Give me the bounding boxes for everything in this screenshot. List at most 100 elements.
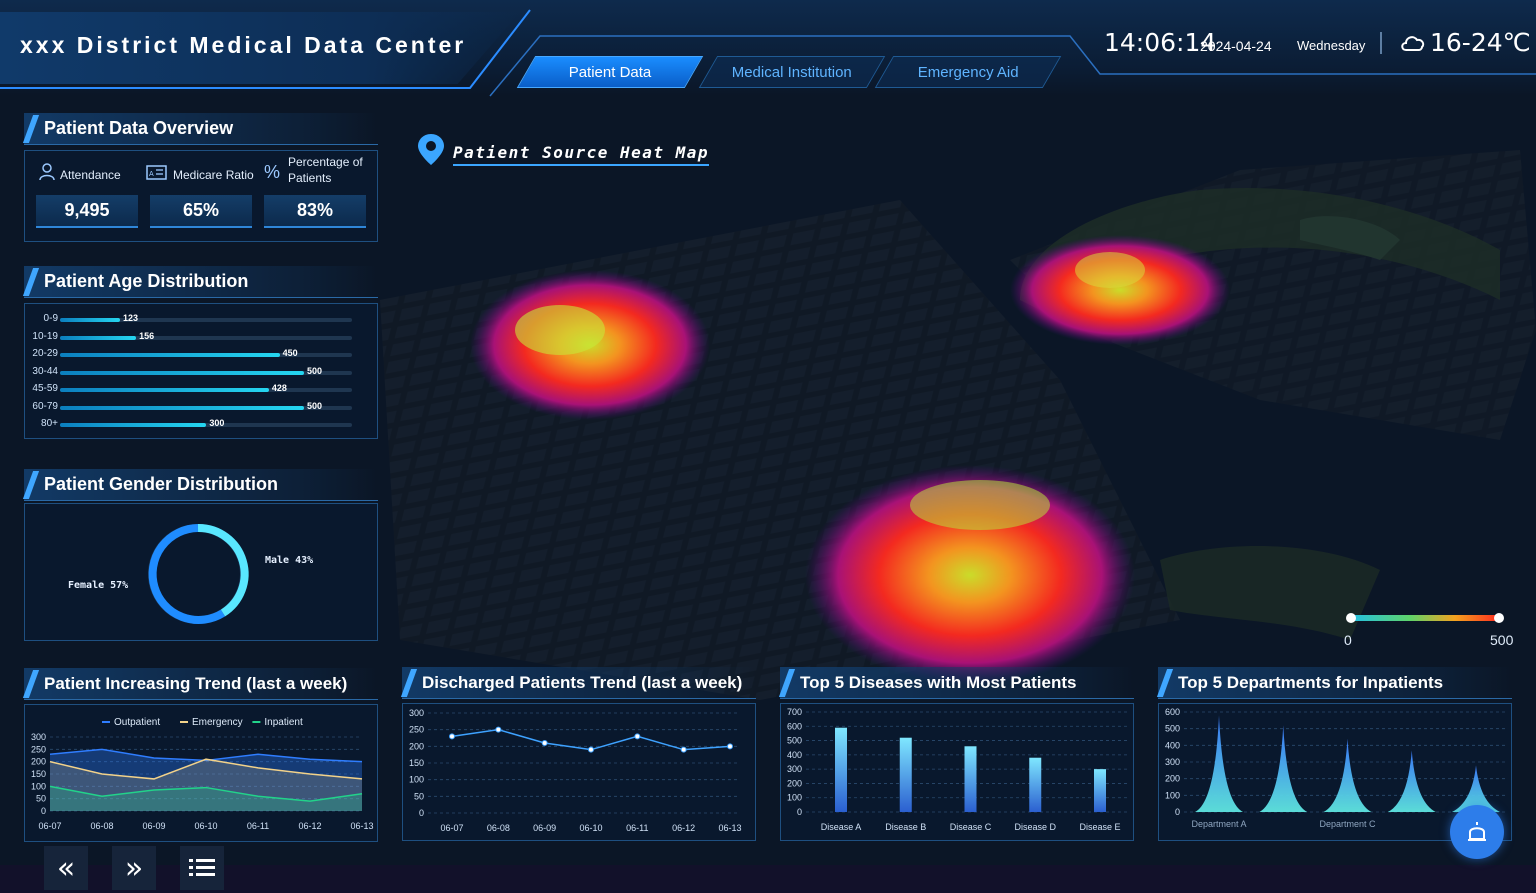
age-label: 30-44 xyxy=(32,365,58,377)
male-label: Male 43% xyxy=(265,555,314,566)
departments-chart[interactable]: 0 100 200 300 400 500 600 Department A Departmen… xyxy=(1158,703,1512,841)
tab-emergency-aid[interactable]: Emergency Aid xyxy=(874,56,1062,88)
age-bar xyxy=(60,388,269,392)
x-tick-label: 06-08 xyxy=(487,823,510,833)
double-chevron-right-icon[interactable]: » xyxy=(112,846,156,890)
age-row: 80+ 300 xyxy=(24,418,364,432)
age-bar xyxy=(60,405,304,410)
stat-label-percentage: Percentage of Patients xyxy=(288,155,363,185)
stat-value-medicare: 65% xyxy=(150,195,252,228)
y-tick-label: 300 xyxy=(1165,757,1180,767)
x-tick-label: 06-11 xyxy=(626,823,648,833)
age-bar-track xyxy=(60,405,352,410)
map-title: Patient Source Heat Map xyxy=(453,143,710,166)
x-tick-label: 06-07 xyxy=(440,823,463,833)
x-tick-label: 06-10 xyxy=(194,821,217,831)
overview-title: Patient Data Overview xyxy=(24,113,378,145)
clock: 14:06:14 xyxy=(1104,28,1217,57)
age-row: 0-9 123 xyxy=(24,313,364,327)
age-bar-track xyxy=(60,370,352,375)
y-tick-label: 700 xyxy=(787,707,802,717)
y-tick-label: 200 xyxy=(787,778,802,788)
age-label: 80+ xyxy=(41,418,58,429)
chart2-title: Discharged Patients Trend (last a week) xyxy=(402,667,756,699)
tab-patient-data[interactable]: Patient Data xyxy=(516,56,704,88)
age-value: 123 xyxy=(123,313,139,323)
data-point xyxy=(495,726,502,733)
y-tick-label: 150 xyxy=(31,769,46,779)
series-line xyxy=(49,758,363,780)
y-tick-label: 50 xyxy=(414,791,424,801)
chart2-panel xyxy=(402,703,756,841)
x-tick-label: 06-08 xyxy=(90,821,113,831)
age-bar xyxy=(60,318,121,322)
legend-min-handle[interactable] xyxy=(1346,613,1356,623)
y-tick-label: 0 xyxy=(41,806,46,816)
age-label: 45-59 xyxy=(32,383,58,394)
location-pin-icon xyxy=(418,134,444,165)
date: 2024-04-24 xyxy=(1200,38,1272,54)
department-peak xyxy=(1323,738,1372,812)
svg-text:A: A xyxy=(149,171,154,178)
x-tick-label: 06-07 xyxy=(38,821,61,831)
y-tick-label: 300 xyxy=(409,708,424,718)
age-row: 20-29 450 xyxy=(24,348,364,362)
legend-max-handle[interactable] xyxy=(1494,613,1504,623)
chart1-title: Patient Increasing Trend (last a week) xyxy=(24,668,378,700)
discharged-trend-chart[interactable]: 0 50 100 150 200 250 300 06-07 06-08 06-09 06-10 06… xyxy=(402,703,756,841)
app-title: xxx District Medical Data Center xyxy=(20,32,467,58)
y-tick-label: 600 xyxy=(787,721,802,731)
age-label: 10-19 xyxy=(32,330,58,342)
data-point xyxy=(634,733,641,740)
y-tick-label: 50 xyxy=(36,794,46,804)
x-tick-label: 06-09 xyxy=(142,821,165,831)
y-tick-label: 100 xyxy=(787,793,802,803)
legend-min-label: 0 xyxy=(1344,632,1352,648)
y-tick-label: 150 xyxy=(409,758,424,768)
y-tick-label: 400 xyxy=(1165,740,1180,750)
gender-title: Patient Gender Distribution xyxy=(24,469,378,501)
double-chevron-left-icon[interactable]: « xyxy=(44,846,88,890)
x-tick-label: 06-12 xyxy=(672,823,695,833)
y-tick-label: 100 xyxy=(31,781,46,791)
age-value: 428 xyxy=(271,383,287,393)
chart3-title: Top 5 Diseases with Most Patients xyxy=(780,667,1134,699)
header-decoration xyxy=(0,9,1536,97)
bottom-strip xyxy=(0,865,1536,893)
y-tick-label: 0 xyxy=(1175,807,1180,817)
donut-segment-male xyxy=(197,523,249,617)
bar xyxy=(835,727,847,812)
list-icon[interactable] xyxy=(180,846,224,890)
age-value: 500 xyxy=(307,400,323,411)
x-tick-label: 06-13 xyxy=(350,821,373,831)
y-tick-label: 500 xyxy=(787,736,802,746)
y-tick-label: 250 xyxy=(31,744,46,754)
x-tick-label: Department C xyxy=(1319,819,1376,829)
age-row: 60-79 500 xyxy=(24,401,364,415)
age-row: 30-44 500 xyxy=(24,366,364,380)
x-tick-label: Disease D xyxy=(1014,822,1056,832)
data-point xyxy=(727,743,733,750)
y-tick-label: 200 xyxy=(1165,774,1180,784)
bar xyxy=(1094,769,1106,812)
stat-label-medicare: Medicare Ratio xyxy=(173,168,254,182)
data-point xyxy=(449,733,455,740)
age-title: Patient Age Distribution xyxy=(24,266,378,298)
diseases-bar-chart[interactable]: 0 100 200 300 400 500 600 700 Disease A Disease B… xyxy=(780,703,1134,841)
y-tick-label: 100 xyxy=(1165,790,1180,800)
age-bar-track xyxy=(60,388,352,392)
age-label: 20-29 xyxy=(32,348,58,359)
age-bar-track xyxy=(60,318,352,322)
stat-label-attendance: Attendance xyxy=(60,168,121,182)
series-area xyxy=(50,749,362,811)
id-card-icon: A xyxy=(146,165,167,180)
age-bar xyxy=(60,423,207,427)
patient-trend-chart[interactable]: 0 50 100 150 200 250 300 06-07 06-08 06-09 06-10 06… xyxy=(24,704,378,842)
series-line xyxy=(49,785,363,802)
chart4-title: Top 5 Departments for Inpatients xyxy=(1158,667,1512,699)
temperature: 16-24℃ xyxy=(1430,28,1531,57)
stat-value-attendance: 9,495 xyxy=(36,195,138,228)
series-area xyxy=(50,786,362,811)
tab-medical-institution[interactable]: Medical Institution xyxy=(698,56,886,88)
alarm-icon[interactable] xyxy=(1450,805,1504,859)
